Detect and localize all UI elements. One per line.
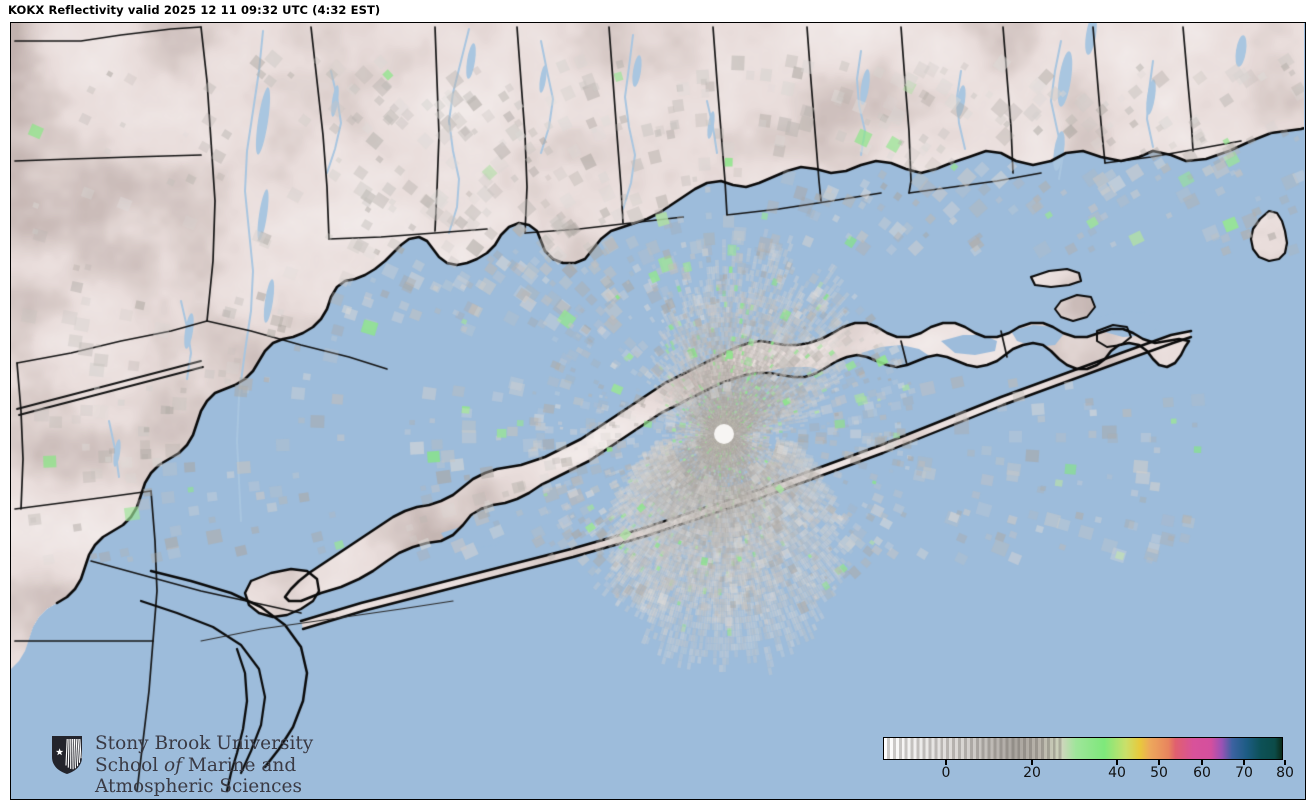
colorbar-tick-60: [1201, 760, 1203, 765]
logo-line-2-em: of: [164, 754, 183, 776]
shield-icon: [52, 736, 82, 774]
colorbar-label-60: 60: [1193, 765, 1211, 781]
radar-map-frame[interactable]: 0 20 40 50 60 70 80 Stony Brook Unive: [10, 22, 1306, 800]
logo-line-1: Stony Brook University: [95, 733, 314, 754]
page-title: KOKX Reflectivity valid 2025 12 11 09:32…: [8, 3, 381, 17]
colorbar-label-20: 20: [1023, 765, 1041, 781]
colorbar-tick-70: [1243, 760, 1245, 765]
colorbar-label-0: 0: [941, 765, 951, 781]
logo-line-2: School of Marine and: [95, 755, 355, 777]
colorbar-tick-0: [945, 760, 947, 765]
colorbar-tick-80: [1284, 760, 1286, 765]
colorbar-label-50: 50: [1150, 765, 1168, 781]
colorbar-tick-50: [1158, 760, 1160, 765]
colorbar-tick-40: [1116, 760, 1118, 765]
colorbar-label-80: 80: [1276, 765, 1294, 781]
logo-text: Stony Brook University School of Marine …: [95, 733, 355, 798]
reflectivity-colorbar[interactable]: [883, 737, 1283, 760]
colorbar-gradient: [884, 738, 1282, 759]
logo-line-2-pre: School: [95, 754, 165, 776]
radar-map-canvas[interactable]: [11, 23, 1304, 798]
colorbar-tick-20: [1031, 760, 1033, 765]
colorbar-label-70: 70: [1235, 765, 1253, 781]
colorbar-label-40: 40: [1108, 765, 1126, 781]
stony-brook-university-logo: Stony Brook University School of Marine …: [51, 733, 351, 799]
colorbar-stripes: [884, 738, 1282, 759]
logo-line-3: Atmospheric Sciences: [95, 776, 302, 797]
logo-line-2-post: Marine and: [182, 754, 297, 776]
colorbar-container: 0 20 40 50 60 70 80: [873, 729, 1294, 791]
